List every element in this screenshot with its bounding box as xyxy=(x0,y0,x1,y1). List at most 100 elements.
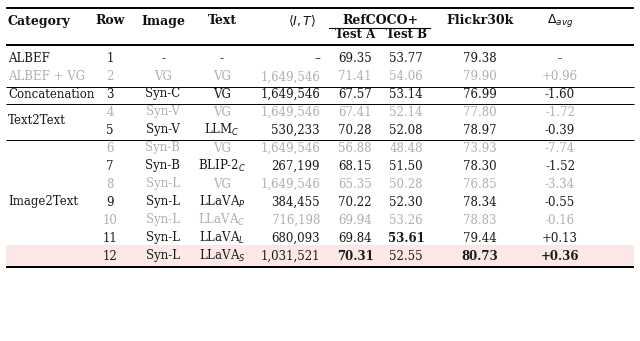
Text: 1,649,546: 1,649,546 xyxy=(260,105,320,119)
Text: 52.14: 52.14 xyxy=(389,105,423,119)
Text: Syn-B: Syn-B xyxy=(145,160,180,173)
Text: 384,455: 384,455 xyxy=(271,195,320,208)
Text: ALBEF: ALBEF xyxy=(8,53,50,65)
Text: Image2Text: Image2Text xyxy=(8,195,78,208)
Text: Text: Text xyxy=(207,15,237,28)
Text: 1,649,546: 1,649,546 xyxy=(260,178,320,191)
Text: 53.61: 53.61 xyxy=(388,232,424,244)
Text: -: - xyxy=(558,53,562,65)
Text: -0.39: -0.39 xyxy=(545,123,575,136)
Text: 2: 2 xyxy=(106,71,114,84)
Text: 53.26: 53.26 xyxy=(389,213,423,226)
Text: 50.28: 50.28 xyxy=(389,178,423,191)
Text: +0.13: +0.13 xyxy=(542,232,578,244)
Text: 65.35: 65.35 xyxy=(338,178,372,191)
Text: -0.55: -0.55 xyxy=(545,195,575,208)
Text: Text2Text: Text2Text xyxy=(8,115,66,128)
Text: 8: 8 xyxy=(106,178,114,191)
Text: -0.16: -0.16 xyxy=(545,213,575,226)
Text: 51.50: 51.50 xyxy=(389,160,423,173)
Text: Syn-L: Syn-L xyxy=(146,178,180,191)
Text: 3: 3 xyxy=(106,88,114,101)
Text: 1,649,546: 1,649,546 xyxy=(260,71,320,84)
Text: 716,198: 716,198 xyxy=(271,213,320,226)
Text: Syn-L: Syn-L xyxy=(146,232,180,244)
Text: 54.06: 54.06 xyxy=(389,71,423,84)
Text: 78.34: 78.34 xyxy=(463,195,497,208)
Text: 5: 5 xyxy=(106,123,114,136)
Text: 48.48: 48.48 xyxy=(389,142,423,154)
Text: 79.38: 79.38 xyxy=(463,53,497,65)
Bar xyxy=(6,245,634,267)
Text: 69.84: 69.84 xyxy=(338,232,372,244)
Text: 77.80: 77.80 xyxy=(463,105,497,119)
Text: VG: VG xyxy=(213,71,231,84)
Text: 9: 9 xyxy=(106,195,114,208)
Text: 79.44: 79.44 xyxy=(463,232,497,244)
Text: –: – xyxy=(314,53,320,65)
Text: -1.72: -1.72 xyxy=(545,105,575,119)
Text: VG: VG xyxy=(213,178,231,191)
Text: 52.30: 52.30 xyxy=(389,195,423,208)
Text: 267,199: 267,199 xyxy=(271,160,320,173)
Text: Image: Image xyxy=(141,15,185,28)
Text: 80.73: 80.73 xyxy=(461,250,499,263)
Text: -3.34: -3.34 xyxy=(545,178,575,191)
Text: 56.88: 56.88 xyxy=(339,142,372,154)
Text: 78.30: 78.30 xyxy=(463,160,497,173)
Text: 76.99: 76.99 xyxy=(463,88,497,101)
Text: 76.85: 76.85 xyxy=(463,178,497,191)
Text: 68.15: 68.15 xyxy=(339,160,372,173)
Text: VG: VG xyxy=(154,71,172,84)
Text: Syn-C: Syn-C xyxy=(145,88,180,101)
Text: -7.74: -7.74 xyxy=(545,142,575,154)
Text: 53.14: 53.14 xyxy=(389,88,423,101)
Text: +0.96: +0.96 xyxy=(542,71,578,84)
Text: -1.60: -1.60 xyxy=(545,88,575,101)
Text: 53.77: 53.77 xyxy=(389,53,423,65)
Text: Syn-L: Syn-L xyxy=(146,250,180,263)
Text: -1.52: -1.52 xyxy=(545,160,575,173)
Text: 52.55: 52.55 xyxy=(389,250,423,263)
Text: VG: VG xyxy=(213,88,231,101)
Text: Row: Row xyxy=(95,15,125,28)
Text: Syn-B: Syn-B xyxy=(145,142,180,154)
Text: LLaVA$_\mathit{S}$: LLaVA$_\mathit{S}$ xyxy=(198,248,245,264)
Text: Flickr30k: Flickr30k xyxy=(446,15,514,28)
Text: Syn-L: Syn-L xyxy=(146,195,180,208)
Text: 69.35: 69.35 xyxy=(338,53,372,65)
Text: LLaVA$_\mathit{L}$: LLaVA$_\mathit{L}$ xyxy=(199,230,245,246)
Text: Test A: Test A xyxy=(335,29,375,42)
Text: 78.97: 78.97 xyxy=(463,123,497,136)
Text: Concatenation: Concatenation xyxy=(8,88,94,101)
Text: 10: 10 xyxy=(102,213,117,226)
Text: Category: Category xyxy=(8,15,71,28)
Text: ALBEF + VG: ALBEF + VG xyxy=(8,71,85,84)
Text: Syn-V: Syn-V xyxy=(146,105,180,119)
Text: 4: 4 xyxy=(106,105,114,119)
Text: 1,031,521: 1,031,521 xyxy=(260,250,320,263)
Text: 69.94: 69.94 xyxy=(338,213,372,226)
Text: 70.22: 70.22 xyxy=(339,195,372,208)
Text: VG: VG xyxy=(213,142,231,154)
Text: 6: 6 xyxy=(106,142,114,154)
Text: Syn-L: Syn-L xyxy=(146,213,180,226)
Text: BLIP-2$_\mathit{C}$: BLIP-2$_\mathit{C}$ xyxy=(198,158,246,174)
Text: $\Delta_{avg}$: $\Delta_{avg}$ xyxy=(547,13,573,30)
Text: -: - xyxy=(220,53,224,65)
Text: 530,233: 530,233 xyxy=(271,123,320,136)
Text: RefCOCO+: RefCOCO+ xyxy=(342,15,419,28)
Text: LLaVA$_\mathit{P}$: LLaVA$_\mathit{P}$ xyxy=(198,194,245,210)
Text: 70.28: 70.28 xyxy=(339,123,372,136)
Text: Syn-V: Syn-V xyxy=(146,123,180,136)
Text: 71.41: 71.41 xyxy=(339,71,372,84)
Text: +0.36: +0.36 xyxy=(541,250,579,263)
Text: 73.93: 73.93 xyxy=(463,142,497,154)
Text: 52.08: 52.08 xyxy=(389,123,423,136)
Text: 79.90: 79.90 xyxy=(463,71,497,84)
Text: Test B: Test B xyxy=(385,29,426,42)
Text: 1,649,546: 1,649,546 xyxy=(260,142,320,154)
Text: LLM$_\mathit{C}$: LLM$_\mathit{C}$ xyxy=(204,122,240,138)
Text: 1: 1 xyxy=(106,53,114,65)
Text: 67.41: 67.41 xyxy=(338,105,372,119)
